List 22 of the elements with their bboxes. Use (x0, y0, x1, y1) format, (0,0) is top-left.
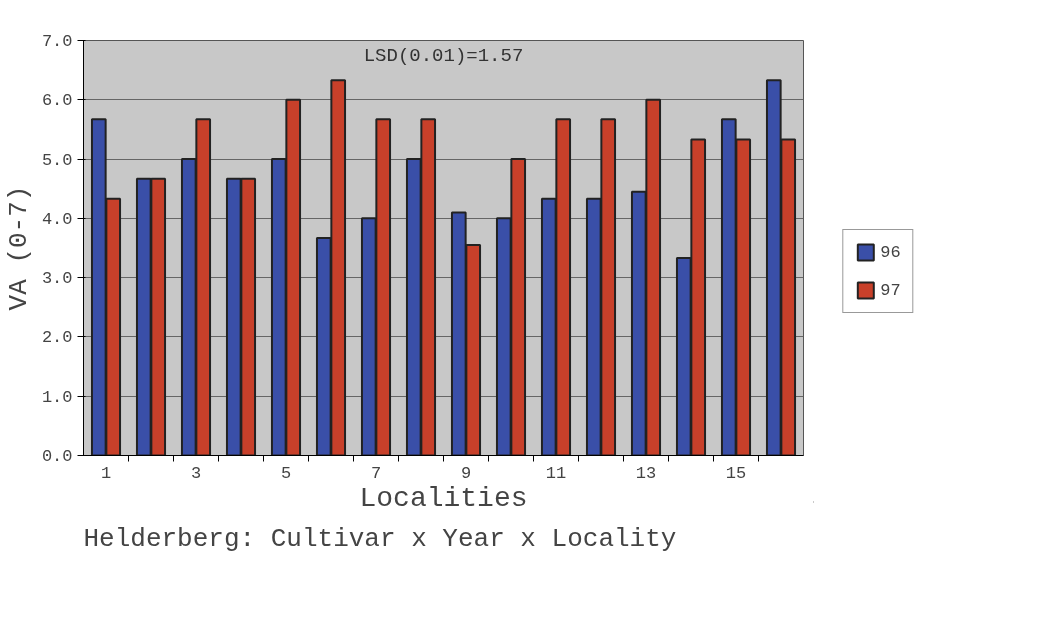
annotation: LSD(0.01)=1.57 (363, 45, 524, 68)
legend-label: 96 (880, 242, 901, 262)
y-tick-label: 3.0 (41, 269, 73, 289)
y-tick-label: 4.0 (41, 209, 73, 229)
x-tick-label: 11 (545, 463, 567, 483)
y-tick-label: 1.0 (41, 387, 73, 407)
x-tick-label: 1 (100, 463, 112, 483)
x-tick-label: 15 (725, 463, 747, 483)
x-axis-title: Localities (359, 482, 528, 514)
x-tick-label: 3 (190, 463, 202, 483)
y-tick-label: 2.0 (41, 328, 73, 348)
y-tick-label: 0.0 (41, 447, 73, 466)
y-tick-label: 7.0 (41, 32, 73, 51)
x-tick-label: 5 (280, 463, 292, 483)
x-tick-label: 13 (635, 463, 657, 483)
y-tick-label: 6.0 (41, 91, 73, 111)
legend-label: 97 (880, 280, 901, 300)
text: Helderberg: Cultivar x Year x Locality (83, 523, 677, 554)
x-tick-label: 7 (370, 463, 382, 483)
y-axis-title: VA (0-7) (3, 185, 34, 311)
x-tick-label: 9 (460, 463, 472, 483)
y-tick-label: 5.0 (41, 150, 73, 170)
